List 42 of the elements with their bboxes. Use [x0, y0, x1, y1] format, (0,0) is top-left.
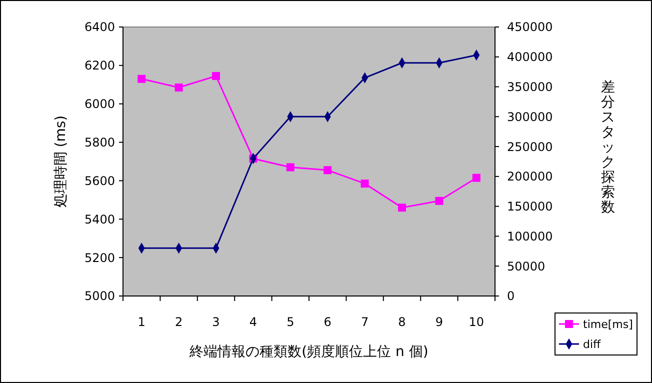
y-tick-label: 6200: [84, 58, 115, 73]
y2-tick-label: 100000: [507, 229, 553, 244]
y2-tick-label: 350000: [507, 80, 553, 94]
y2-tick-label: 50000: [507, 259, 546, 274]
point: [212, 72, 220, 80]
x-tick-label: 1: [138, 315, 146, 329]
text: 差分スタック探索数: [601, 79, 615, 216]
y-tick-label: 6000: [84, 97, 115, 112]
y-tick-label: 5400: [84, 212, 115, 226]
x-tick-label: 6: [324, 315, 332, 329]
legend-label: time[ms]: [583, 318, 633, 331]
x-tick-label: 5: [286, 315, 294, 329]
x-tick-label: 4: [249, 315, 258, 329]
point: [138, 74, 146, 83]
y-tick-label: 6400: [84, 20, 115, 34]
y2-tick-label: 0: [507, 289, 515, 304]
x-tick-label: 7: [360, 315, 369, 329]
y2-tick-label: 150000: [507, 200, 553, 214]
y2-tick-label: 400000: [507, 50, 553, 64]
y-tick-label: 5600: [84, 174, 115, 188]
y2-tick-label: 300000: [507, 110, 553, 124]
y2-tick-label: 250000: [507, 140, 553, 154]
legend-label: diff: [583, 338, 602, 351]
x-axis-title: 終端情報の種類数(頻度順位上位 n 個): [188, 344, 428, 360]
x-tick-label: 10: [468, 315, 484, 329]
y2-tick-label: 200000: [507, 170, 553, 184]
point: [174, 84, 183, 92]
point: [286, 163, 294, 172]
x-tick-label: 3: [212, 315, 220, 329]
point: [435, 196, 444, 205]
y-tick-label: 5000: [84, 289, 115, 304]
y-tick-label: 5200: [84, 250, 115, 265]
y2-tick-label: 450000: [507, 20, 553, 34]
point: [360, 180, 369, 188]
point: [472, 174, 480, 182]
point: [324, 166, 332, 174]
x-tick-label: 9: [435, 315, 444, 329]
point: [398, 204, 406, 212]
y-axis-title: 処理時間 (ms): [53, 115, 69, 208]
x-tick-label: 2: [174, 315, 183, 329]
x-tick-label: 8: [398, 315, 406, 329]
y-tick-label: 5800: [84, 135, 115, 150]
